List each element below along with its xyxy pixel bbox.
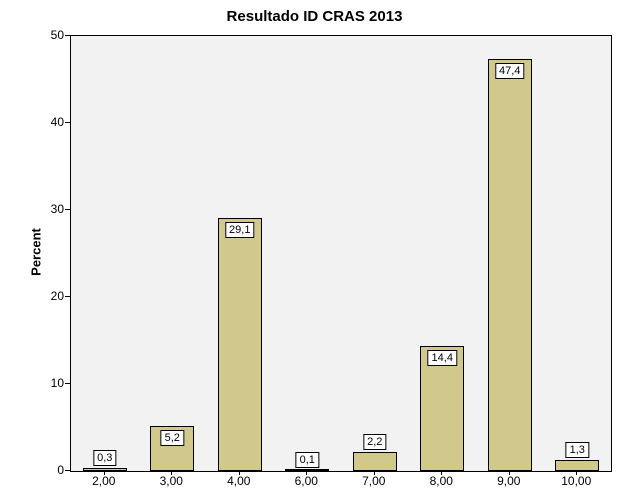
y-tick bbox=[65, 296, 70, 297]
y-tick-label: 0 bbox=[57, 463, 64, 477]
bar bbox=[218, 218, 262, 471]
x-tick bbox=[239, 470, 240, 475]
bar bbox=[488, 59, 532, 471]
bar-value-label: 29,1 bbox=[225, 222, 254, 238]
x-tick bbox=[104, 470, 105, 475]
bar-value-label: 0,3 bbox=[93, 450, 116, 466]
y-tick-label: 40 bbox=[51, 115, 64, 129]
bar-value-label: 2,2 bbox=[363, 434, 386, 450]
x-tick-label: 6,00 bbox=[295, 474, 318, 488]
y-tick-label: 20 bbox=[51, 289, 64, 303]
x-tick-label: 4,00 bbox=[227, 474, 250, 488]
y-tick bbox=[65, 35, 70, 36]
bar bbox=[83, 468, 127, 471]
bar-value-label: 47,4 bbox=[495, 63, 524, 79]
y-tick-label: 30 bbox=[51, 202, 64, 216]
bar-value-label: 5,2 bbox=[161, 430, 184, 446]
bar-value-label: 14,4 bbox=[428, 350, 457, 366]
x-tick bbox=[509, 470, 510, 475]
y-tick bbox=[65, 383, 70, 384]
plot-area: 0,3 5,2 29,1 0,1 2,2 14,4 47,4 1,3 bbox=[70, 35, 612, 472]
chart-container: Resultado ID CRAS 2013 Percent 0,3 5,2 29,… bbox=[0, 0, 629, 504]
chart-title: Resultado ID CRAS 2013 bbox=[0, 8, 629, 25]
bar bbox=[285, 469, 329, 471]
x-tick-label: 3,00 bbox=[160, 474, 183, 488]
y-axis-label: Percent bbox=[28, 228, 43, 276]
bar-value-label: 1,3 bbox=[566, 442, 589, 458]
x-tick bbox=[306, 470, 307, 475]
x-tick-label: 8,00 bbox=[430, 474, 453, 488]
y-tick bbox=[65, 209, 70, 210]
x-tick bbox=[374, 470, 375, 475]
x-tick bbox=[441, 470, 442, 475]
y-tick bbox=[65, 122, 70, 123]
x-tick bbox=[171, 470, 172, 475]
y-tick-label: 10 bbox=[51, 376, 64, 390]
bar bbox=[555, 460, 599, 471]
x-tick-label: 2,00 bbox=[92, 474, 115, 488]
x-tick-label: 9,00 bbox=[497, 474, 520, 488]
y-tick bbox=[65, 470, 70, 471]
x-tick-label: 10,00 bbox=[561, 474, 591, 488]
x-tick bbox=[576, 470, 577, 475]
y-tick-label: 50 bbox=[51, 28, 64, 42]
bar-value-label: 0,1 bbox=[296, 452, 319, 468]
bar bbox=[353, 452, 397, 471]
x-tick-label: 7,00 bbox=[362, 474, 385, 488]
